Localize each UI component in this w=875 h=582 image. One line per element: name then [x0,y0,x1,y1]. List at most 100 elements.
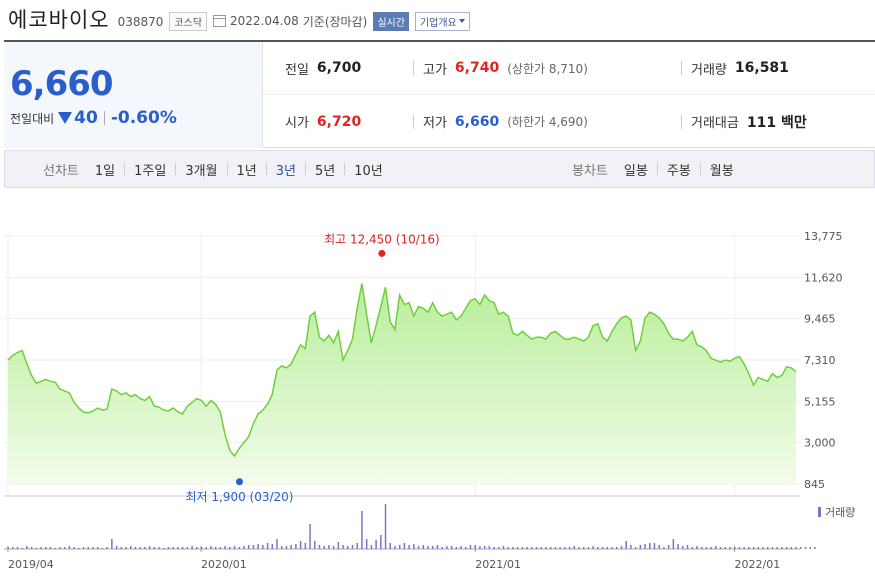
candle-item-1[interactable]: 주봉 [666,163,691,179]
volume-bar [743,547,745,549]
upper-limit: (상한가 8,710) [507,61,588,76]
volume-bar [347,546,349,549]
period-item-2[interactable]: 3개월 [185,163,218,179]
period-item-4[interactable]: 3년 [275,163,296,179]
price-row-2: 시가 6,720 저가 6,660 (하한가 4,690) 거래대금 111 백… [263,95,875,148]
volume-bar [507,547,509,549]
volume-bar [597,547,599,549]
calendar-icon [213,15,227,27]
x-tick-label: 2022/01 [735,558,781,571]
prev-close-label: 전일 [285,62,309,78]
volume-bar [516,547,519,549]
volume-bar [266,543,269,549]
volume-bar [163,548,165,549]
volume-bar [394,546,396,549]
volume-bar [479,546,481,549]
volume-bar [493,547,495,549]
y-tick-label: 845 [804,478,825,491]
volume-bar [715,546,717,549]
volume-bars [7,504,816,549]
divider [305,163,306,175]
volume-bar [285,546,288,549]
period-item-1[interactable]: 1주일 [134,163,167,179]
volume-bar [615,547,618,549]
divider [681,61,682,75]
volume-bar [776,547,778,549]
candle-item-0[interactable]: 일봉 [623,163,648,179]
volume-bar [318,545,321,549]
y-tick-label: 11,620 [804,271,843,284]
volume-bar [365,539,368,549]
volume-bar [724,547,727,549]
volume-bar [620,546,623,549]
y-tick-label: 5,155 [804,395,836,408]
low-marker [235,478,243,486]
volume-bar [120,547,123,549]
stock-code: 038870 [117,15,164,29]
volume-bar [16,547,19,549]
volume-bar [781,547,783,549]
realtime-button[interactable]: 실시간 [373,11,409,31]
period-item-3[interactable]: 1년 [236,163,257,179]
prev-close: 전일 6,700 [285,59,361,78]
volume-bar [200,547,203,549]
volume-bar [219,547,222,549]
line-chart-periods: 선차트 1일 1주일 3개월 1년 3년 5년 10년 [43,160,383,179]
x-axis-ticks: 2019/04 2020/01 2021/01 2022/01 [7,546,781,571]
volume-bar [181,547,184,549]
period-item-6[interactable]: 10년 [354,163,383,179]
volume-bar [559,547,561,549]
volume-bar [73,547,75,549]
volume-bar [469,545,472,549]
volume-bar [554,547,557,549]
volume-bar [667,545,670,549]
current-price-box: 6,660 전일대비 40 -0.60% [4,42,263,148]
market-badge: 코스닥 [169,11,208,31]
volume-bar [611,547,613,549]
volume-bar [148,546,151,549]
volume-bar [413,544,415,549]
volume-bar [380,535,382,549]
volume-bar [328,545,330,549]
volume-bar [30,547,33,549]
period-item-0[interactable]: 1일 [94,163,116,179]
volume-bar [710,547,712,549]
volume-bar [247,545,250,549]
volume-bar [177,547,179,549]
company-overview-button[interactable]: 기업개요 [414,11,470,31]
volume-bar [304,543,307,549]
x-tick-label: 2020/01 [201,558,247,571]
volume-bar [351,545,354,549]
volume-bar [139,547,141,549]
volume-bar [696,546,698,549]
volume-bar [748,547,750,549]
low-label: 저가 [423,116,447,131]
volume-bar [92,547,94,549]
volume-bar [403,543,406,549]
open-price: 시가 6,720 [285,112,361,132]
volume-bar [111,539,113,549]
period-item-5[interactable]: 5년 [315,163,336,179]
volume-bar [625,541,627,549]
volume-bar [210,546,212,549]
divider [103,111,105,125]
volume-bar [431,546,434,549]
volume-bar [45,547,47,549]
volume-bar [573,546,576,549]
volume-bar [757,547,760,549]
volume-bar [601,547,604,549]
volume-bar [568,547,571,549]
chart-annotations: 최고 12,450 (10/16) 최저 1,900 (03/20) [185,232,439,503]
volume-bar [790,547,793,549]
divider [265,163,267,175]
volume-bar [389,543,392,549]
volume-bar [337,542,340,549]
volume-bar [384,504,387,549]
volume-bar [804,547,807,549]
volume-bar [474,545,476,549]
volume-bar [762,547,764,549]
volume-bar [455,547,458,549]
candle-item-2[interactable]: 월봉 [709,163,734,179]
current-price: 6,660 [10,64,114,104]
volume-bar [578,547,580,549]
